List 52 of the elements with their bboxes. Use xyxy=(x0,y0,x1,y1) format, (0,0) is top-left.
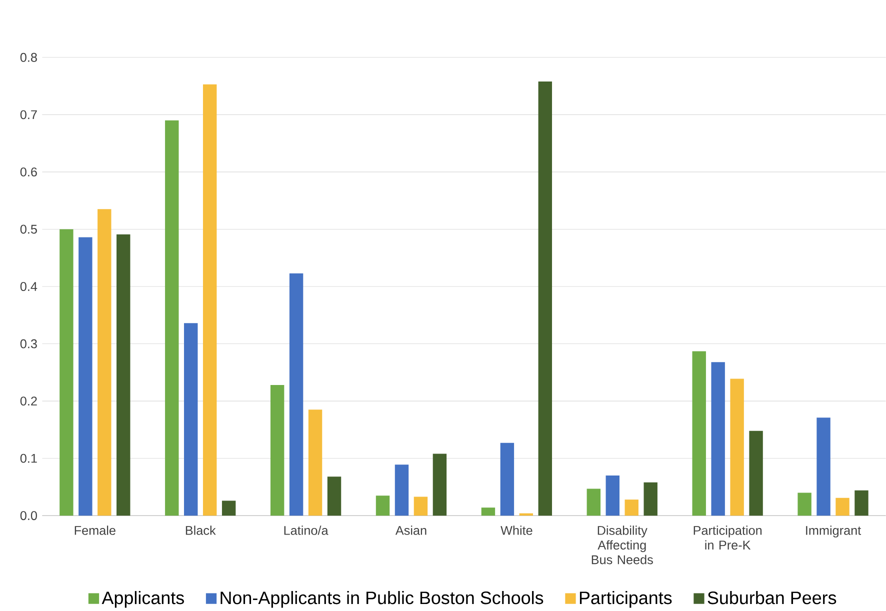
y-tick-label: 0.6 xyxy=(20,167,37,176)
bar xyxy=(327,476,342,516)
y-tick-label: 0.2 xyxy=(20,396,37,406)
bar xyxy=(202,84,217,516)
x-tick-label: Latino/a xyxy=(284,525,328,535)
legend-label: Applicants xyxy=(102,590,184,608)
x-tick-label: Disability Affecting Bus Needs xyxy=(592,525,653,564)
bar xyxy=(798,492,812,516)
bar xyxy=(500,442,514,516)
bar xyxy=(644,482,658,516)
bar xyxy=(836,498,850,516)
y-tick-label: 0.5 xyxy=(20,224,37,234)
bar xyxy=(692,351,706,516)
bar xyxy=(481,507,496,516)
bar xyxy=(222,500,236,516)
bar xyxy=(308,409,322,516)
bar xyxy=(60,229,74,516)
bar xyxy=(586,488,601,516)
bar xyxy=(816,417,830,516)
bar xyxy=(376,495,390,516)
bar xyxy=(394,464,409,516)
x-tick-label: White xyxy=(500,525,532,535)
x-tick-label: Asian xyxy=(395,525,426,535)
bar xyxy=(98,209,112,516)
bar xyxy=(270,384,284,516)
bar xyxy=(184,322,198,516)
bar xyxy=(414,496,428,516)
bar xyxy=(538,81,552,516)
bar xyxy=(749,430,763,516)
legend-label: Suburban Peers xyxy=(708,590,836,604)
bar xyxy=(624,499,638,516)
y-tick-label: 0.4 xyxy=(20,282,38,291)
legend-label: Participants xyxy=(580,590,672,608)
y-tick-label: 0.8 xyxy=(20,52,37,62)
x-tick-label: Female xyxy=(74,525,116,535)
bar xyxy=(854,490,868,516)
y-tick-label: 0.7 xyxy=(20,110,37,119)
bar xyxy=(730,378,744,516)
y-tick-label: 0.3 xyxy=(20,339,37,348)
x-tick-label: Black xyxy=(186,525,216,535)
bar xyxy=(432,454,447,516)
y-tick-label: 0.1 xyxy=(20,454,37,463)
bar xyxy=(116,234,130,516)
x-tick-label: Immigrant xyxy=(806,525,862,538)
bar xyxy=(78,237,92,516)
bar xyxy=(711,362,725,516)
bar xyxy=(289,273,304,516)
x-tick-label: Participation in Pre-K xyxy=(694,525,762,550)
legend-label: Non-Applicants in Public Boston Schools xyxy=(220,590,544,608)
bar xyxy=(165,120,179,516)
bar xyxy=(606,475,620,516)
text: 0.0 xyxy=(20,510,37,520)
